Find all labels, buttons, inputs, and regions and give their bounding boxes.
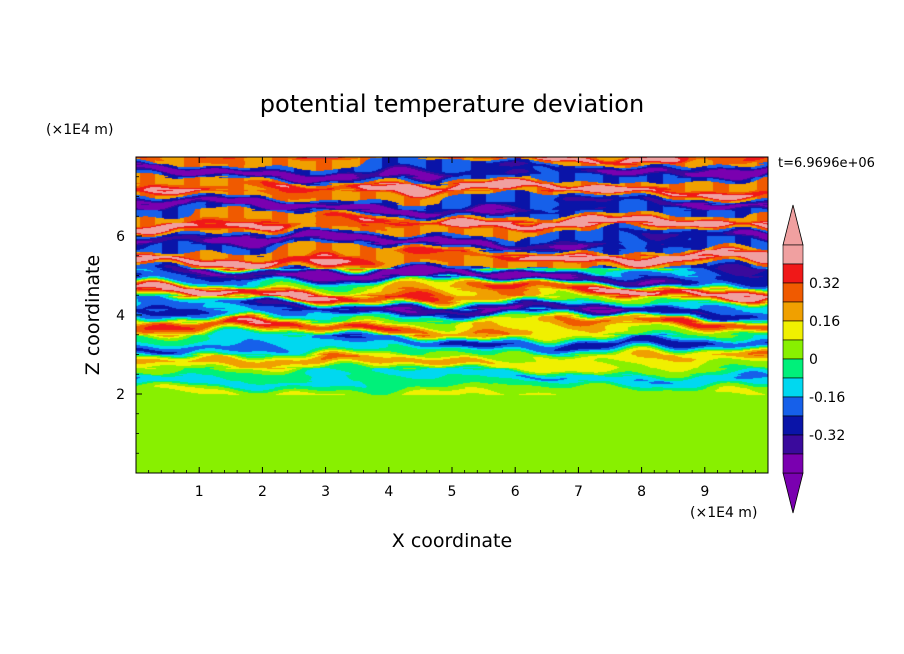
x-tick-label: 2 [258,484,267,500]
colorbar-segment [782,377,804,398]
x-tick-label: 5 [448,484,457,500]
colorbar-tick-label: 0.32 [809,276,840,292]
colorbar-tick-label: 0 [809,352,818,368]
colorbar-extend-high [782,204,804,246]
colorbar-segment [782,339,804,360]
x-tick-label: 9 [700,484,709,500]
y-unit-label: (×1E4 m) [46,122,113,138]
x-tick-label: 7 [574,484,583,500]
time-label: t=6.9696e+06 [778,156,875,171]
colorbar-segment [782,396,804,417]
x-tick-label: 8 [637,484,646,500]
colorbar-tick-label: 0.16 [809,314,840,330]
colorbar-segment [782,282,804,303]
x-tick-label: 4 [384,484,393,500]
y-tick-label: 4 [116,308,125,324]
heatmap-image [136,157,768,473]
x-tick-label: 3 [321,484,330,500]
colorbar-segment [782,358,804,379]
colorbar-segment [782,263,804,284]
colorbar-segment [782,301,804,322]
y-tick-label: 6 [116,229,125,245]
chart-title: potential temperature deviation [260,90,644,118]
x-ticks: 1 2 3 4 5 6 7 8 9 [148,157,769,500]
x-tick-label: 6 [511,484,520,500]
colorbar-segment [782,415,804,436]
x-tick-label: 1 [195,484,204,500]
y-ticks: 2 4 6 [116,176,142,454]
colorbar-segment [782,320,804,341]
x-unit-label: (×1E4 m) [690,505,757,521]
y-tick-label: 2 [116,387,125,403]
colorbar-tick-label: -0.16 [809,390,845,406]
colorbar-segment [782,453,804,474]
x-axis-label: X coordinate [392,530,512,552]
plot-area: 1 2 3 4 5 6 7 8 9 2 4 6 [116,156,769,500]
colorbar-extend-low [782,472,804,514]
y-axis-label: Z coordinate [82,255,104,375]
colorbar-segment [782,434,804,455]
colorbar-tick-label: -0.32 [809,428,845,444]
heatmap-field [136,157,768,473]
colorbar-segment [782,244,804,265]
colorbar: 0.32 0.16 0 -0.16 -0.32 [782,204,845,514]
